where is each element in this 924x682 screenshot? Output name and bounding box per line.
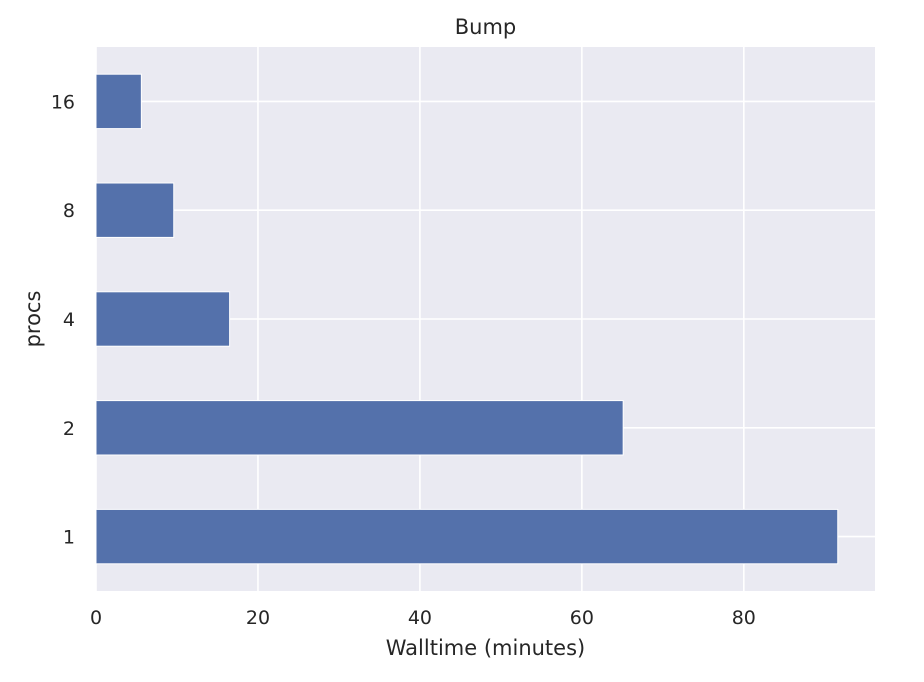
bar-procs-16 [95, 73, 142, 130]
x-axis-ticks: 0 20 40 60 80 [90, 607, 756, 629]
x-tick-label: 20 [246, 607, 270, 629]
bar-procs-8 [95, 182, 175, 238]
bar-procs-1 [95, 508, 839, 565]
x-tick-label: 80 [732, 607, 756, 629]
y-tick-label: 1 [63, 527, 75, 549]
bars [95, 73, 839, 565]
x-tick-label: 0 [90, 607, 102, 629]
y-tick-label: 2 [63, 418, 75, 440]
y-tick-label: 4 [63, 309, 75, 331]
y-axis-ticks: 1 2 4 8 16 [51, 91, 75, 548]
x-tick-label: 60 [570, 607, 594, 629]
bar-procs-2 [95, 400, 624, 456]
x-axis-label: Walltime (minutes) [386, 636, 585, 660]
y-tick-label: 8 [63, 200, 75, 222]
bar-procs-4 [95, 291, 231, 347]
x-tick-label: 40 [408, 607, 432, 629]
chart-title: Bump [455, 15, 517, 39]
y-axis-label: procs [21, 291, 45, 348]
y-tick-label: 16 [51, 91, 75, 113]
